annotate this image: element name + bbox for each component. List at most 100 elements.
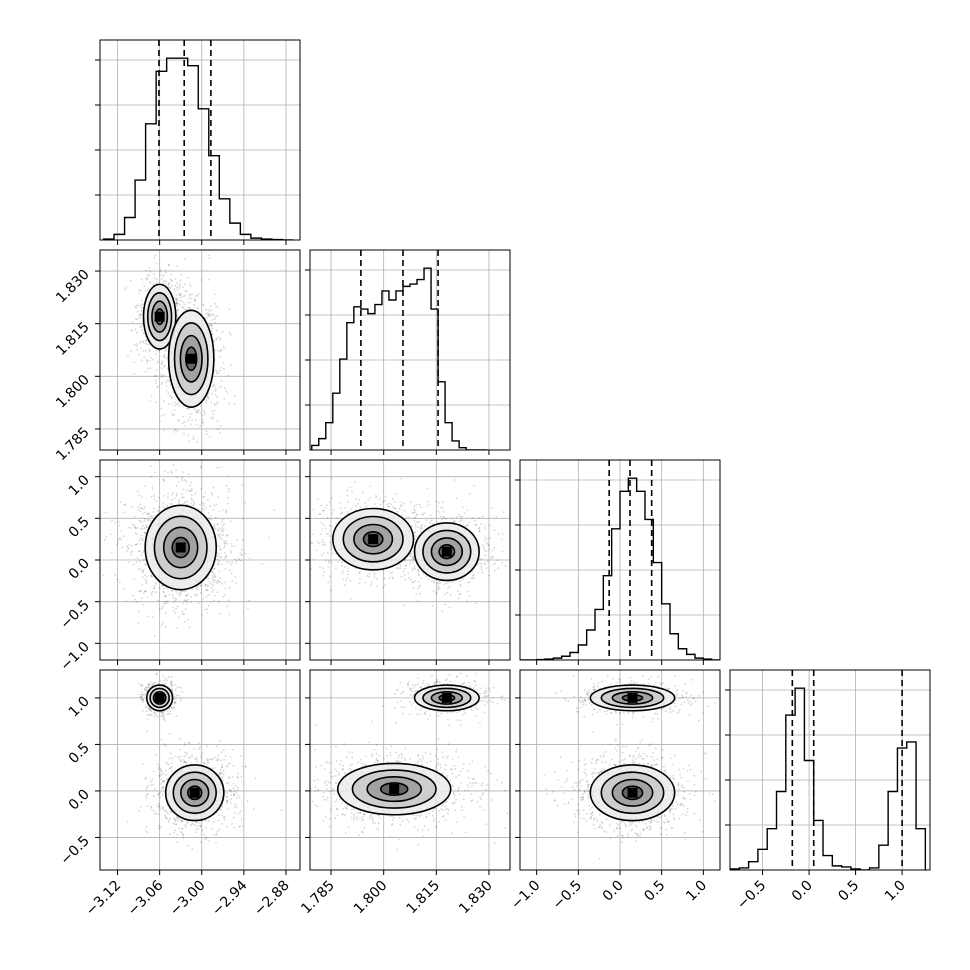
sample-point [213, 525, 216, 528]
sample-point [167, 284, 170, 286]
panel-2-0: −1.0−0.50.00.51.0 [57, 459, 301, 674]
sample-point [409, 560, 412, 562]
sample-point [159, 274, 162, 276]
sample-point [208, 254, 211, 257]
sample-point [178, 758, 181, 760]
sample-point [134, 526, 136, 528]
sample-point [207, 498, 209, 501]
sample-point [151, 590, 154, 593]
sample-point [143, 506, 146, 508]
sample-point [395, 567, 398, 570]
sample-point [179, 294, 182, 297]
sample-point [175, 687, 178, 689]
sample-point [179, 283, 182, 285]
sample-point [139, 590, 142, 593]
sample-point [136, 343, 139, 345]
sample-point [192, 436, 195, 438]
sample-point [160, 374, 163, 376]
sample-point [174, 285, 177, 287]
sample-point [220, 349, 223, 352]
sample-point [216, 591, 219, 594]
sample-point [145, 705, 148, 708]
sample-point [165, 811, 168, 813]
sample-point [478, 530, 481, 533]
sample-point [436, 592, 438, 595]
sample-point [183, 620, 186, 623]
sample-point [234, 544, 237, 547]
sample-point [454, 479, 456, 481]
sample-point [148, 515, 151, 517]
sample-point [193, 502, 195, 504]
sample-point [181, 480, 184, 482]
sample-point [442, 510, 445, 513]
sample-point [208, 604, 210, 607]
sample-point [154, 681, 157, 684]
sample-point [223, 542, 226, 545]
sample-point [479, 558, 481, 561]
sample-point [155, 583, 158, 585]
sample-point [225, 510, 228, 513]
sample-point [153, 277, 156, 279]
sample-point [214, 404, 216, 406]
sample-point [127, 355, 129, 357]
sample-point [192, 438, 195, 441]
sample-point [145, 582, 148, 585]
sample-point [209, 518, 212, 521]
sample-point [220, 349, 223, 351]
sample-point [136, 557, 139, 559]
sample-point [156, 386, 159, 389]
sample-point [212, 584, 214, 587]
sample-point [409, 579, 412, 581]
sample-point [161, 712, 163, 715]
sample-point [231, 545, 233, 548]
sample-point [491, 556, 493, 558]
sample-point [171, 606, 174, 609]
sample-point [170, 280, 173, 283]
sample-point [130, 505, 133, 508]
sample-point [206, 396, 209, 398]
sample-point [424, 524, 426, 527]
sample-point [178, 404, 181, 406]
sample-point [437, 582, 440, 585]
sample-point [173, 601, 175, 604]
sample-point [221, 524, 224, 527]
sample-point [494, 562, 497, 565]
sample-point [413, 565, 416, 568]
sample-point [330, 497, 333, 500]
sample-point [176, 282, 179, 285]
sample-point [478, 517, 481, 519]
sample-point [226, 534, 228, 537]
sample-point [481, 571, 484, 574]
sample-point [320, 504, 323, 507]
sample-point [176, 303, 179, 305]
sample-point [211, 410, 213, 412]
sample-point [236, 539, 239, 542]
sample-point [132, 594, 134, 597]
sample-point [145, 788, 148, 790]
sample-point [194, 298, 196, 301]
sample-point [466, 525, 469, 527]
sample-point [126, 545, 128, 547]
sample-point [203, 409, 206, 412]
sample-point [145, 526, 148, 529]
sample-point [158, 775, 161, 778]
sample-point [161, 360, 164, 363]
sample-point [140, 534, 143, 537]
sample-point [149, 280, 152, 283]
sample-point [369, 485, 371, 488]
sample-point [212, 486, 215, 489]
sample-point [219, 425, 222, 427]
sample-point [196, 825, 198, 827]
sample-point [398, 563, 401, 565]
sample-point [214, 527, 217, 530]
sample-point [215, 503, 218, 506]
density-contour [151, 300, 169, 333]
sample-point [211, 583, 214, 585]
sample-point [179, 303, 181, 306]
sample-point [227, 781, 230, 784]
sample-point [226, 791, 228, 794]
sample-point [459, 585, 462, 587]
sample-point [322, 523, 325, 526]
density-contour [162, 526, 199, 569]
sample-point [231, 580, 234, 582]
